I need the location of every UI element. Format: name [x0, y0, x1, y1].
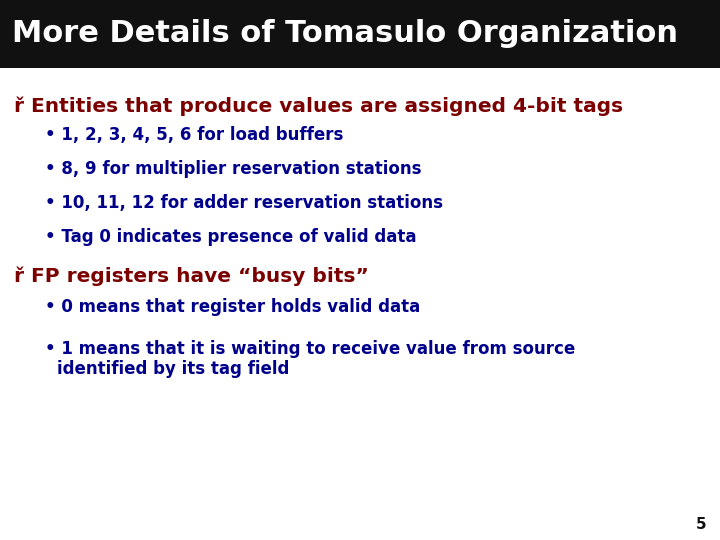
Text: • Tag 0 indicates presence of valid data: • Tag 0 indicates presence of valid data	[45, 228, 416, 246]
Text: • 8, 9 for multiplier reservation stations: • 8, 9 for multiplier reservation statio…	[45, 160, 421, 178]
Text: 5: 5	[696, 517, 706, 532]
Bar	[0, 0, 720, 68]
Text: • 0 means that register holds valid data: • 0 means that register holds valid data	[45, 298, 420, 316]
Text: identified by its tag field: identified by its tag field	[57, 360, 289, 378]
Text: ř Entities that produce values are assigned 4-bit tags: ř Entities that produce values are assig…	[14, 96, 623, 116]
Text: ř FP registers have “busy bits”: ř FP registers have “busy bits”	[14, 266, 369, 286]
Text: • 1, 2, 3, 4, 5, 6 for load buffers: • 1, 2, 3, 4, 5, 6 for load buffers	[45, 126, 343, 144]
Text: • 1 means that it is waiting to receive value from source: • 1 means that it is waiting to receive …	[45, 340, 575, 358]
Text: • 10, 11, 12 for adder reservation stations: • 10, 11, 12 for adder reservation stati…	[45, 194, 443, 212]
Text: More Details of Tomasulo Organization: More Details of Tomasulo Organization	[12, 19, 678, 49]
